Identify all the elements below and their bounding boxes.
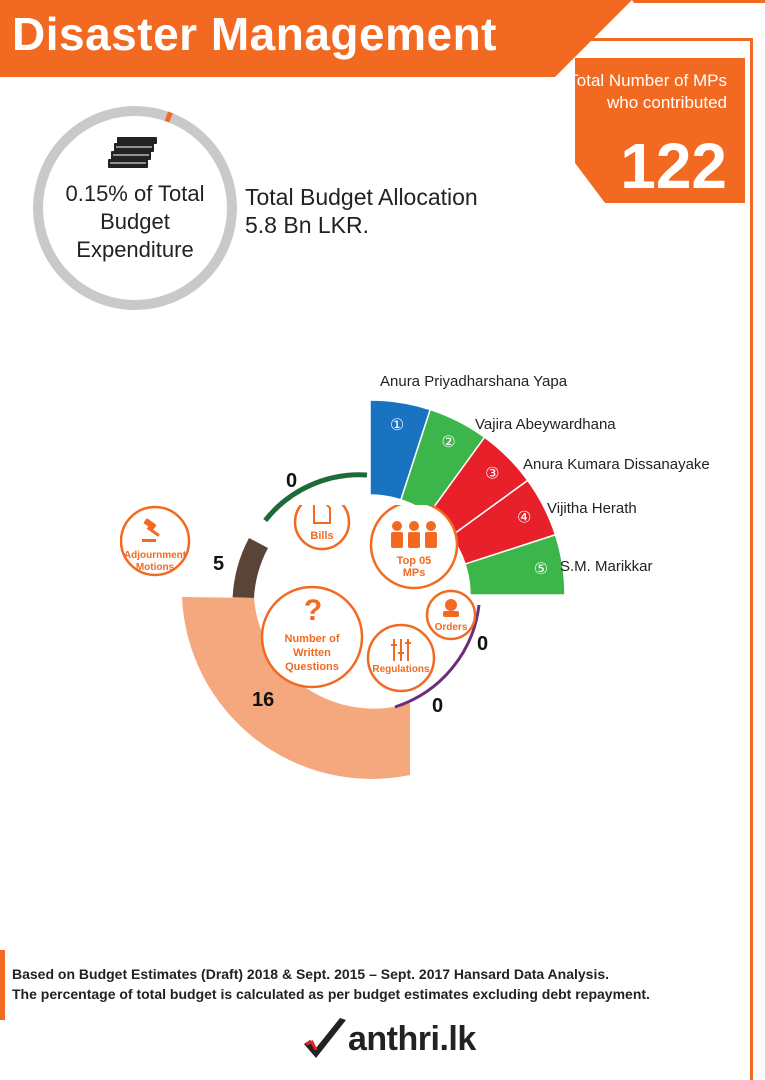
category-bubbles — [120, 505, 477, 693]
footer-line-2: The percentage of total budget is calcul… — [12, 986, 650, 1002]
mp-count-value: 122 — [620, 130, 727, 202]
written-questions-label: Number of Written Questions — [284, 633, 340, 673]
mp-count-label: Total Number of MPs who contributed — [568, 71, 727, 112]
activity-diagram: ① ② ③ ④ ⑤ — [182, 399, 566, 779]
people-icon — [391, 521, 437, 548]
check-m-logo-icon — [304, 1018, 346, 1058]
top-edge-line — [560, 38, 753, 41]
budget-percent-text: 0.15% of Total Budget Expenditure — [65, 181, 205, 262]
budget-ring-marker — [164, 111, 173, 123]
top-mps-label: Top 05 MPs — [396, 555, 432, 579]
mp-rank-3: ③ — [485, 464, 499, 483]
mp-rank-5: ⑤ — [534, 559, 548, 578]
mp-name-3: Anura Kumara Dissanayake — [523, 456, 710, 473]
document-icon — [313, 505, 331, 524]
written-questions-bubble — [260, 585, 364, 689]
adjournment-count: 5 — [213, 553, 225, 575]
footer-note: Based on Budget Estimates (Draft) 2018 &… — [12, 964, 650, 1004]
regulations-label: Regulations — [372, 664, 430, 675]
written-questions-arc — [182, 597, 410, 779]
mp-rank-4: ④ — [517, 507, 531, 526]
mp-name-1: Anura Priyadharshana Yapa — [380, 373, 568, 390]
mp-name-4: Vijitha Herath — [547, 500, 637, 517]
written-questions-count: 16 — [252, 689, 275, 711]
mp-name-5: S.M. Marikkar — [560, 558, 653, 575]
question-mark-icon: ? — [303, 594, 323, 627]
bills-count: 0 — [286, 470, 298, 492]
logo-text: anthri.lk — [348, 1020, 476, 1058]
mp-count-box — [575, 58, 745, 203]
adjournment-label: Adjournment Motions — [123, 550, 187, 573]
footer-line-1: Based on Budget Estimates (Draft) 2018 &… — [12, 966, 610, 982]
bills-arc — [263, 472, 368, 523]
footer-accent-bar — [0, 950, 5, 1020]
orders-regulations-arc — [394, 604, 481, 709]
mp-rank-2: ② — [441, 432, 455, 451]
budget-allocation-label: Total Budget Allocation — [245, 184, 478, 210]
budget-allocation-value: 5.8 Bn LKR. — [245, 212, 370, 238]
top-mps-fan: ① ② ③ ④ ⑤ — [369, 399, 566, 596]
page-title: Disaster Management — [12, 8, 497, 60]
gavel-icon — [142, 518, 160, 542]
right-edge-line — [750, 40, 753, 1080]
bills-label: Bills — [310, 530, 334, 542]
person-icon — [443, 599, 459, 617]
sliders-icon — [391, 639, 411, 661]
bills-bubble — [293, 505, 351, 551]
budget-allocation: Total Budget Allocation 5.8 Bn LKR. — [245, 183, 478, 239]
regulations-count: 0 — [432, 695, 444, 717]
budget-ring — [33, 106, 237, 310]
orders-label: Orders — [434, 622, 468, 633]
mp-rank-1: ① — [390, 415, 404, 434]
header-banner — [0, 0, 765, 77]
mp-segment-5 — [464, 533, 566, 596]
adjournment-arc — [232, 538, 268, 598]
mp-name-2: Vajira Abeywardhana — [475, 416, 616, 433]
money-stack-icon — [108, 137, 157, 168]
orders-count: 0 — [477, 633, 489, 655]
